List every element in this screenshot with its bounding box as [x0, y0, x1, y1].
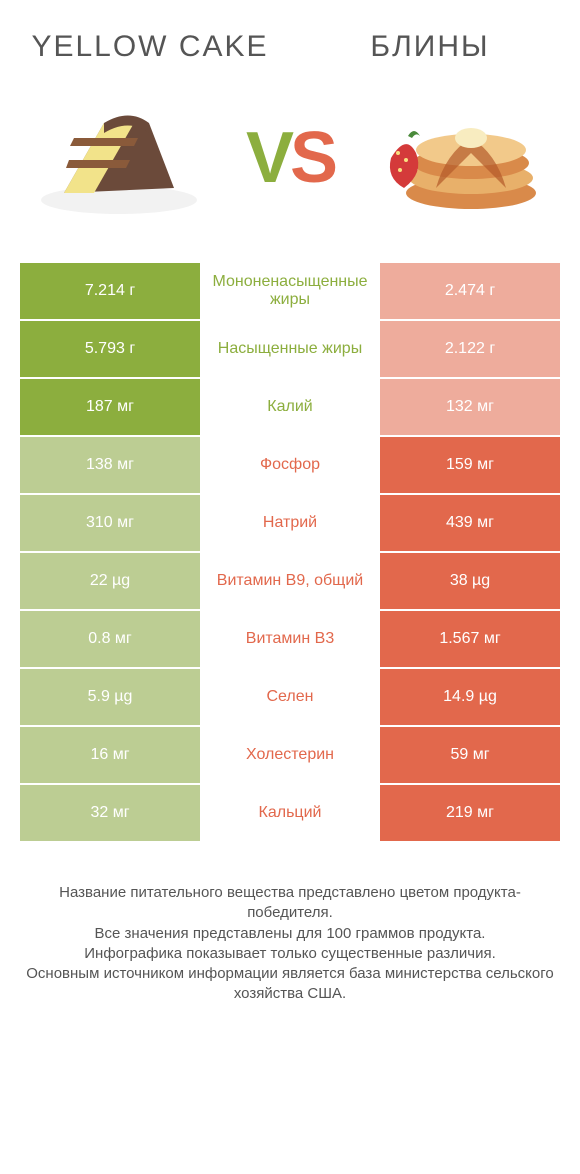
- nutrient-label: Витамин B3: [200, 611, 380, 667]
- table-row: 187 мгКалий132 мг: [20, 379, 560, 437]
- table-row: 5.793 гНасыщенные жиры2.122 г: [20, 321, 560, 379]
- footer-line-1: Название питательного вещества представл…: [20, 883, 560, 924]
- left-value: 187 мг: [20, 379, 200, 435]
- footer-notes: Название питательного вещества представл…: [20, 883, 560, 1005]
- left-value: 16 мг: [20, 727, 200, 783]
- vs-s: S: [290, 118, 334, 198]
- header-left: YELLOW CAKE: [10, 30, 290, 63]
- nutrient-label: Кальций: [200, 785, 380, 841]
- table-row: 22 µgВитамин B9, общий38 µg: [20, 553, 560, 611]
- footer-line-2: Все значения представлены для 100 граммо…: [20, 924, 560, 944]
- right-value: 219 мг: [380, 785, 560, 841]
- footer-line-4: Основным источником информации является …: [20, 964, 560, 1005]
- nutrient-label: Фосфор: [200, 437, 380, 493]
- nutrient-label: Калий: [200, 379, 380, 435]
- hero-row: VS: [0, 73, 580, 263]
- right-value: 59 мг: [380, 727, 560, 783]
- header: YELLOW CAKE БЛИНЫ: [0, 0, 580, 73]
- left-value: 5.9 µg: [20, 669, 200, 725]
- table-row: 0.8 мгВитамин B31.567 мг: [20, 611, 560, 669]
- table-row: 310 мгНатрий439 мг: [20, 495, 560, 553]
- right-value: 2.474 г: [380, 263, 560, 319]
- right-value: 159 мг: [380, 437, 560, 493]
- right-value: 439 мг: [380, 495, 560, 551]
- footer-line-3: Инфографика показывает только существенн…: [20, 944, 560, 964]
- left-value: 138 мг: [20, 437, 200, 493]
- nutrient-label: Натрий: [200, 495, 380, 551]
- comparison-table: 7.214 гМононенасыщенные жиры2.474 г5.793…: [20, 263, 560, 843]
- table-row: 32 мгКальций219 мг: [20, 785, 560, 843]
- right-product-title: БЛИНЫ: [290, 30, 570, 63]
- left-value: 22 µg: [20, 553, 200, 609]
- nutrient-label: Насыщенные жиры: [200, 321, 380, 377]
- right-food-icon: [342, 98, 580, 218]
- vs-v: V: [246, 118, 290, 198]
- left-value: 5.793 г: [20, 321, 200, 377]
- left-product-title: YELLOW CAKE: [10, 30, 290, 63]
- right-value: 38 µg: [380, 553, 560, 609]
- left-value: 0.8 мг: [20, 611, 200, 667]
- right-value: 2.122 г: [380, 321, 560, 377]
- nutrient-label: Витамин B9, общий: [200, 553, 380, 609]
- left-value: 7.214 г: [20, 263, 200, 319]
- left-value: 310 мг: [20, 495, 200, 551]
- left-value: 32 мг: [20, 785, 200, 841]
- table-row: 138 мгФосфор159 мг: [20, 437, 560, 495]
- table-row: 7.214 гМононенасыщенные жиры2.474 г: [20, 263, 560, 321]
- nutrient-label: Селен: [200, 669, 380, 725]
- right-value: 14.9 µg: [380, 669, 560, 725]
- right-value: 132 мг: [380, 379, 560, 435]
- header-right: БЛИНЫ: [290, 30, 570, 63]
- table-row: 16 мгХолестерин59 мг: [20, 727, 560, 785]
- table-row: 5.9 µgСелен14.9 µg: [20, 669, 560, 727]
- vs-label: VS: [238, 122, 342, 194]
- nutrient-label: Мононенасыщенные жиры: [200, 263, 380, 319]
- nutrient-label: Холестерин: [200, 727, 380, 783]
- left-food-icon: [0, 98, 238, 218]
- right-value: 1.567 мг: [380, 611, 560, 667]
